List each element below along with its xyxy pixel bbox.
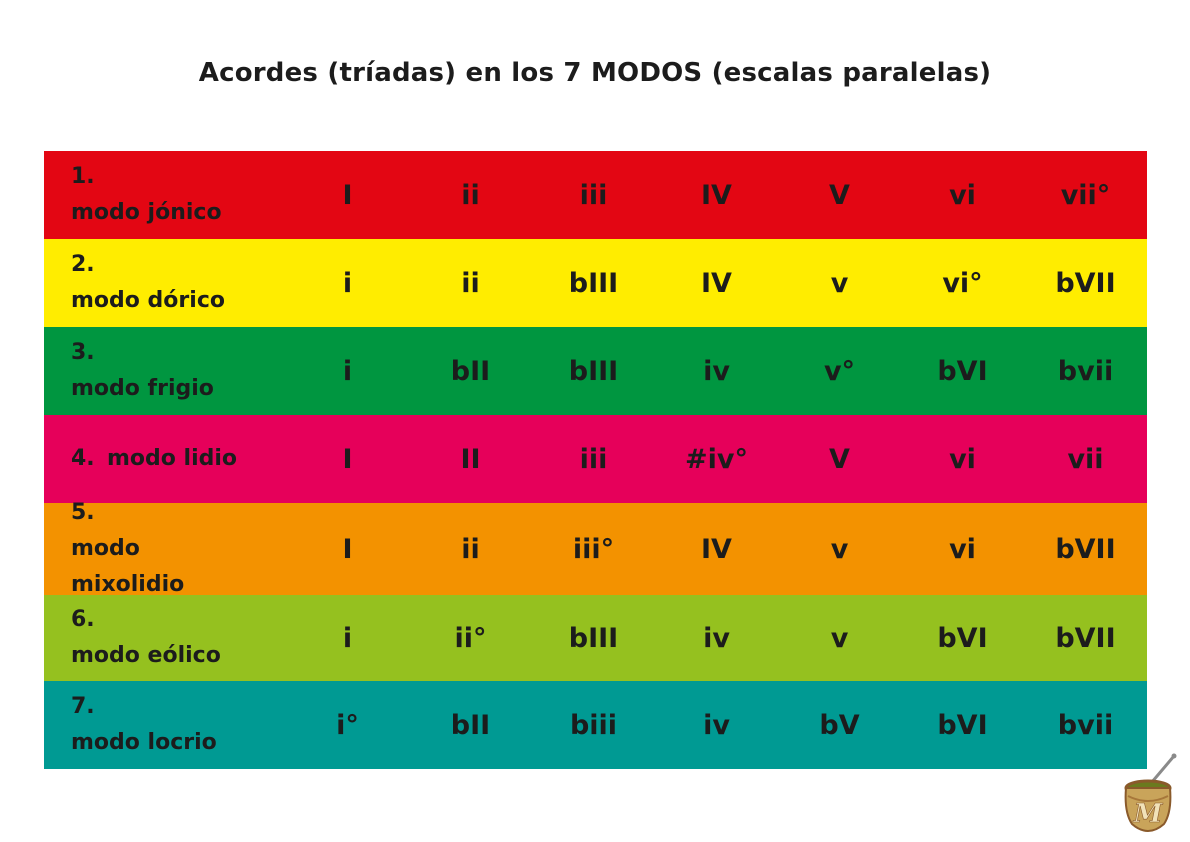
chord-degree: bvii (1057, 355, 1114, 387)
chord-degree: bVI (937, 622, 988, 654)
chord-degree: bVII (1055, 267, 1116, 299)
mode-number: 1. (71, 164, 95, 189)
mode-label: 6. modo eólico (44, 602, 248, 674)
chord-list: i bII bIII iv v° bVI bvii (286, 356, 1147, 387)
mode-number: 6. (71, 607, 95, 632)
chord-degree: bVII (1055, 533, 1116, 565)
mode-row: 6. modo eólico i ii° bIII iv v bVI bVII (44, 595, 1147, 681)
chord-degree: biii (569, 709, 618, 741)
mate-cup-logo: M (1124, 753, 1177, 832)
chord-degree: iv (703, 709, 730, 741)
chord-degree: ii (461, 179, 480, 211)
chord-degree: vii° (1060, 179, 1111, 211)
chord-degree: iii (579, 179, 608, 211)
chord-degree: bII (450, 355, 491, 387)
chord-degree: iii (579, 443, 608, 475)
chord-degree: vi (949, 533, 976, 565)
mode-label: 3. modo frigio (44, 335, 248, 407)
mode-row: 2.modo dórico i ii bIII IV v vi° bVII (44, 239, 1147, 327)
chord-degree: I (342, 533, 353, 565)
chord-degree: ii (461, 533, 480, 565)
chord-degree: IV (701, 179, 732, 211)
chord-list: i ii bIII IV v vi° bVII (286, 268, 1147, 299)
chord-degree: bIII (568, 622, 619, 654)
chord-degree: i (342, 355, 353, 387)
mode-name: modo frigio (71, 376, 214, 401)
chord-degree: I (342, 443, 353, 475)
chord-degree: i (342, 622, 353, 654)
chord-degree: bVI (937, 709, 988, 741)
mode-name: modo eólico (71, 643, 221, 668)
mode-number: 7. (71, 694, 95, 719)
chord-degree: v° (823, 355, 856, 387)
mode-name: modo dórico (71, 288, 225, 313)
chord-degree: IV (701, 533, 732, 565)
chord-degree: bII (450, 709, 491, 741)
chord-degree: vi° (942, 267, 983, 299)
mode-name: modo jónico (71, 200, 222, 225)
chord-degree: iv (703, 355, 730, 387)
chord-degree: V (829, 443, 850, 475)
chord-degree: vi (949, 443, 976, 475)
mode-number: 2. (71, 252, 95, 277)
chord-list: i ii° bIII iv v bVI bVII (286, 623, 1147, 654)
chord-degree: bIII (568, 267, 619, 299)
chord-degree: v (830, 267, 849, 299)
mode-row: 7. modo locrio i° bII biii iv bV bVI bvii (44, 681, 1147, 769)
mode-label: 2. modo dórico (44, 247, 248, 319)
mode-number: 3. (71, 340, 95, 365)
mode-label: 7. modo locrio (44, 689, 248, 761)
chord-degree: #iv° (685, 443, 748, 475)
chord-degree: vii (1067, 443, 1104, 475)
chord-degree: iv (703, 622, 730, 654)
mode-name: modo locrio (71, 730, 217, 755)
mode-number: 5. (71, 500, 95, 525)
mode-label: 5. modo mixolidio (44, 495, 248, 603)
mode-name: modo lidio (107, 446, 238, 471)
chord-degree: ii° (454, 622, 487, 654)
chord-degree: IV (701, 267, 732, 299)
logo-letter: M (1133, 799, 1164, 829)
chord-degree: vi (949, 179, 976, 211)
chord-list: i° bII biii iv bV bVI bvii (286, 710, 1147, 741)
chord-degree: bVI (937, 355, 988, 387)
chord-degree: I (342, 179, 353, 211)
mode-name: modo mixolidio (71, 536, 185, 597)
mode-label: 1. modo jónico (44, 159, 248, 231)
chord-degree: bV (819, 709, 860, 741)
chord-degree: i (342, 267, 353, 299)
chord-degree: v (830, 533, 849, 565)
page-title: Acordes (tríadas) en los 7 MODOS (escala… (198, 58, 992, 88)
chord-degree: i° (336, 709, 359, 741)
mode-label-line: 5. modo mixolidio (71, 495, 248, 603)
chord-degree: bVII (1055, 622, 1116, 654)
chord-degree: V (829, 179, 850, 211)
chord-degree: ii (461, 267, 480, 299)
chord-degree: bIII (568, 355, 619, 387)
mode-row: 3. modo frigio i bII bIII iv v° bVI bvii (44, 327, 1147, 415)
chord-degree: iii° (572, 533, 615, 565)
chord-degree: v (830, 622, 849, 654)
mode-label: 4. modo lidio (44, 441, 248, 477)
chord-degree: II (460, 443, 481, 475)
mode-number: 4. (71, 446, 95, 471)
chord-degree: bvii (1057, 709, 1114, 741)
